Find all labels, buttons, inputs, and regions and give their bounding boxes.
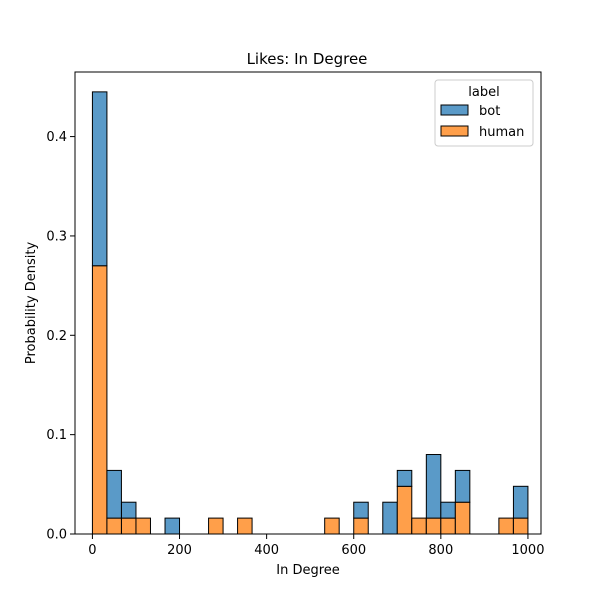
bar-bot <box>454 469 471 503</box>
bar-bot <box>120 501 137 519</box>
bar-bot <box>425 454 442 519</box>
bar-human <box>91 265 108 535</box>
y-tick-label: 0.0 <box>46 528 67 543</box>
bar-bot <box>106 469 122 519</box>
chart-title: Likes: In Degree <box>247 50 368 68</box>
legend-swatch-bot <box>440 104 469 116</box>
legend-swatch-human <box>440 125 469 137</box>
bar-human <box>396 485 413 535</box>
legend-label-human: human <box>479 125 524 140</box>
bar-human <box>208 517 224 535</box>
y-tick-label: 0.3 <box>46 229 67 244</box>
bar-human <box>498 517 514 535</box>
bar-human <box>411 517 427 535</box>
bar-human <box>106 517 122 535</box>
x-tick-label: 400 <box>254 543 279 558</box>
bar-human <box>353 517 369 535</box>
bar-human <box>512 517 529 535</box>
x-axis: 0 200 400 600 800 1000 <box>88 534 544 558</box>
y-tick-label: 0.2 <box>46 329 67 344</box>
legend-title: label <box>468 85 499 100</box>
bar-human <box>425 517 442 535</box>
bar-human <box>324 517 340 535</box>
x-tick-label: 1000 <box>511 543 544 558</box>
x-tick-label: 800 <box>428 543 453 558</box>
bar-human <box>120 517 137 535</box>
y-axis-label: Probability Density <box>24 242 39 365</box>
bar-bot <box>382 501 398 535</box>
bar-human <box>454 501 471 535</box>
bar-bot <box>512 485 529 519</box>
bar-bot <box>164 517 181 535</box>
y-tick-label: 0.4 <box>46 130 67 145</box>
bar-human <box>440 517 456 535</box>
x-tick-label: 200 <box>167 543 192 558</box>
bar-human <box>237 517 253 535</box>
y-axis: 0.0 0.1 0.2 0.3 0.4 <box>46 130 75 543</box>
bar-human <box>135 517 151 535</box>
x-axis-label: In Degree <box>276 563 340 578</box>
bar-bot <box>353 501 369 519</box>
y-tick-label: 0.1 <box>46 428 67 443</box>
legend: label bot human <box>434 79 534 147</box>
bar-bot <box>396 469 413 487</box>
bar-bot <box>440 501 456 519</box>
plot-area <box>91 91 529 535</box>
x-tick-label: 0 <box>88 543 96 558</box>
axes-frame <box>74 71 542 535</box>
x-tick-label: 600 <box>341 543 366 558</box>
bar-bot <box>91 91 108 267</box>
legend-label-bot: bot <box>479 104 500 119</box>
